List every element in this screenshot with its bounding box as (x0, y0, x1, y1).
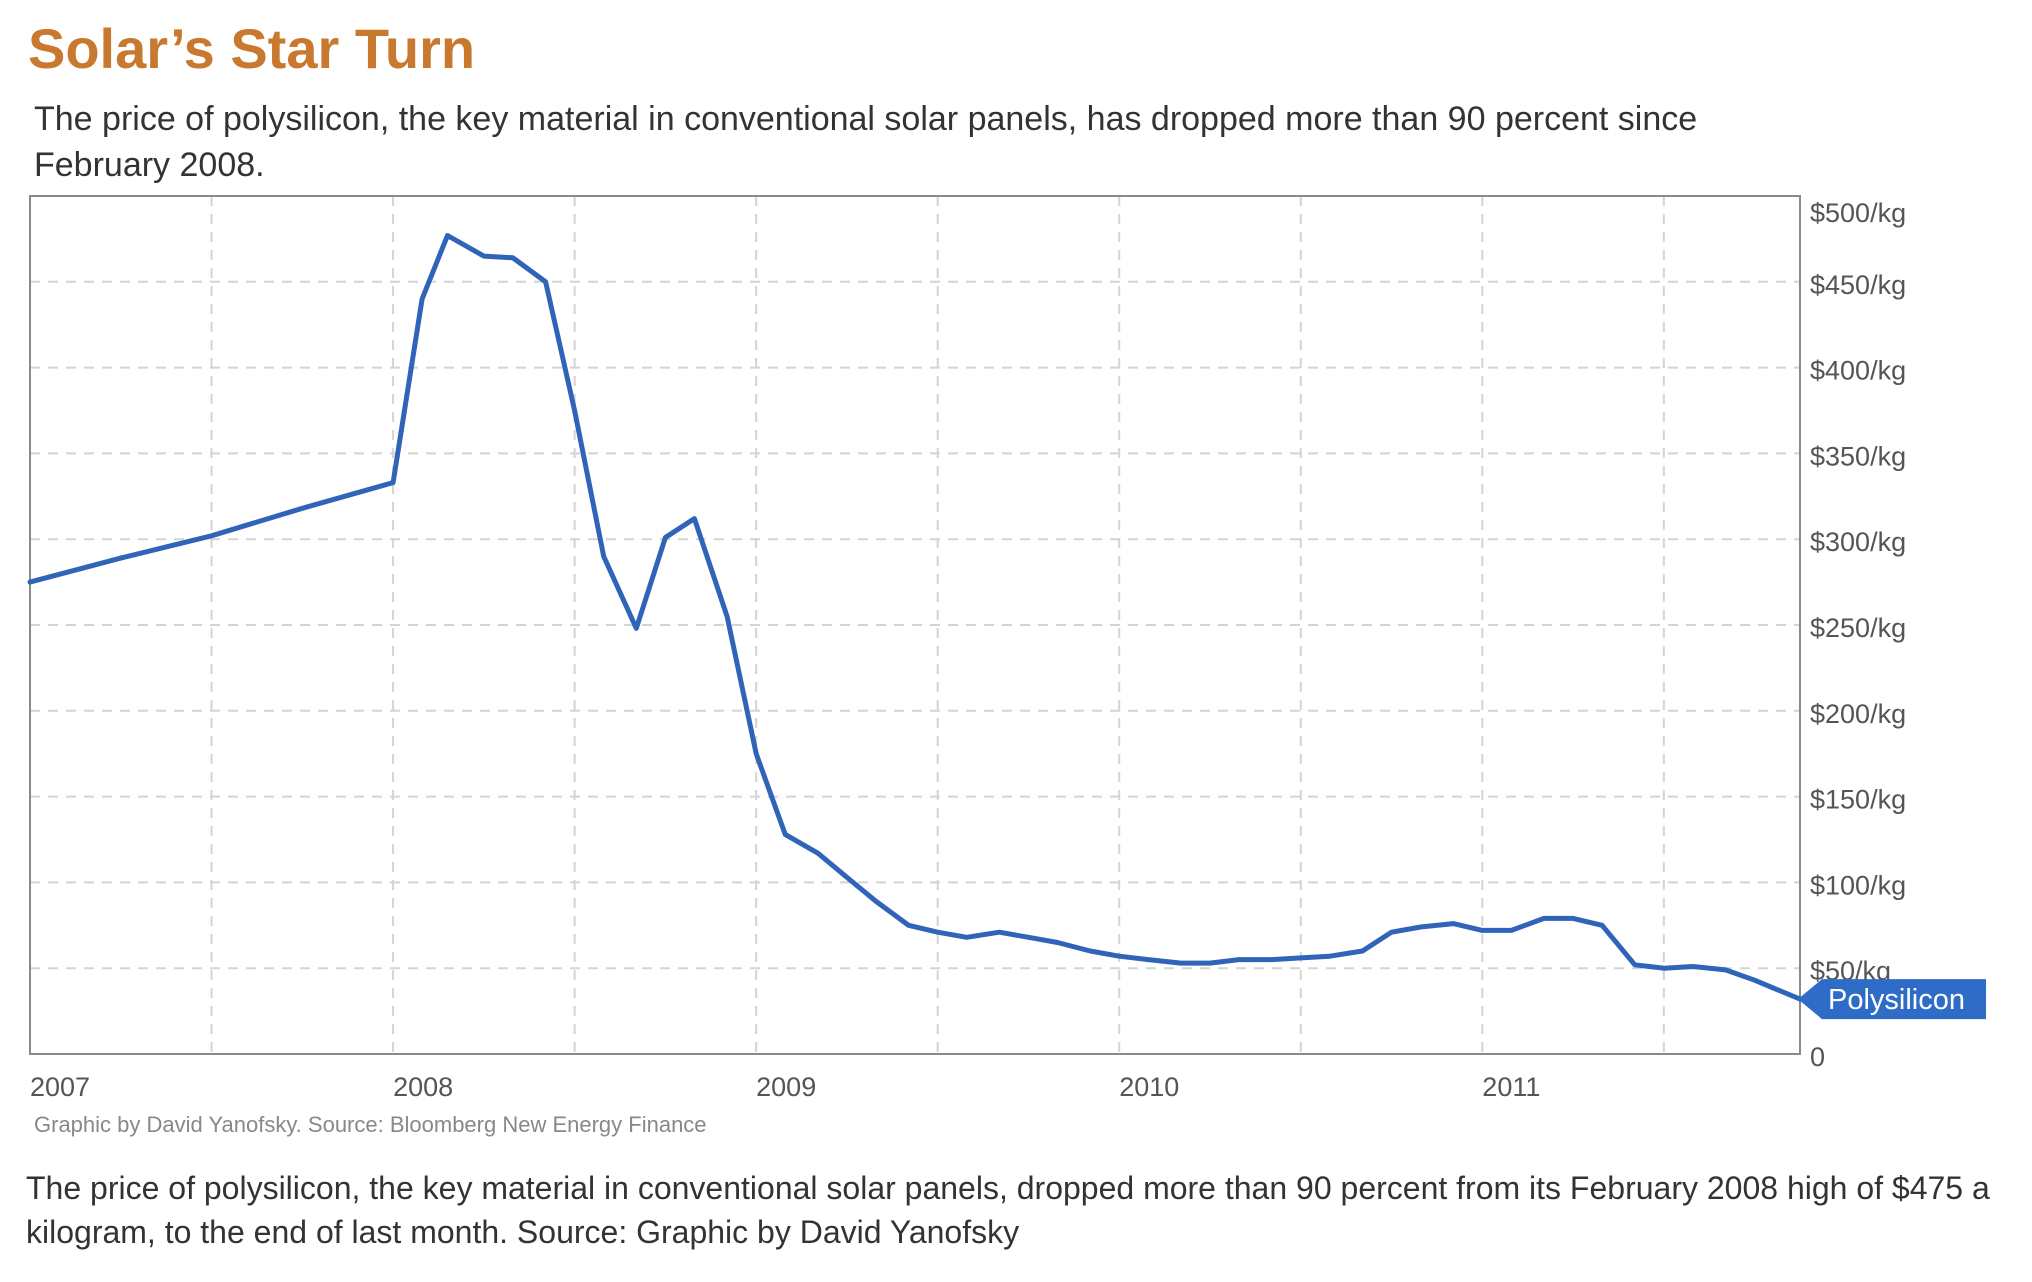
y-tick-label: $500/kg (1810, 198, 1906, 228)
x-tick-label: 2007 (30, 1072, 90, 1100)
line-chart: 0$50/kg$100/kg$150/kg$200/kg$250/kg$300/… (27, 195, 1986, 1100)
y-tick-label: $350/kg (1810, 441, 1906, 471)
y-axis-ticks: 0$50/kg$100/kg$150/kg$200/kg$250/kg$300/… (1810, 198, 1906, 1072)
x-tick-label: 2008 (393, 1072, 453, 1100)
chart-title: Solar’s Star Turn (28, 17, 476, 80)
y-tick-label: $450/kg (1810, 270, 1906, 300)
grid-lines (30, 196, 1800, 1054)
x-tick-label: 2010 (1119, 1072, 1179, 1100)
y-tick-label: $300/kg (1810, 527, 1906, 557)
series-layer (27, 233, 1803, 1002)
caption: The price of polysilicon, the key materi… (26, 1170, 1990, 1250)
series-tag: Polysilicon (1798, 979, 1986, 1020)
plot-frame (29, 195, 1801, 1055)
series-line (27, 233, 1803, 1002)
y-tick-label: $400/kg (1810, 356, 1906, 386)
y-tick-label: $250/kg (1810, 613, 1906, 643)
y-tick-label: $150/kg (1810, 785, 1906, 815)
x-tick-label: 2011 (1482, 1072, 1540, 1100)
chart-subtitle: The price of polysilicon, the key materi… (34, 100, 1698, 184)
series-tag-shape (1798, 979, 1986, 1020)
y-tick-label: $200/kg (1810, 699, 1906, 729)
y-tick-label: 0 (1810, 1042, 1825, 1072)
source-note: Graphic by David Yanofsky. Source: Bloom… (34, 1112, 707, 1137)
series-tag-label: Polysilicon (1828, 984, 1965, 1016)
x-tick-label: 2009 (756, 1072, 816, 1100)
x-axis-ticks: 2007 2008 2009 2010 2011 (30, 1072, 1540, 1100)
y-tick-label: $100/kg (1810, 870, 1906, 900)
